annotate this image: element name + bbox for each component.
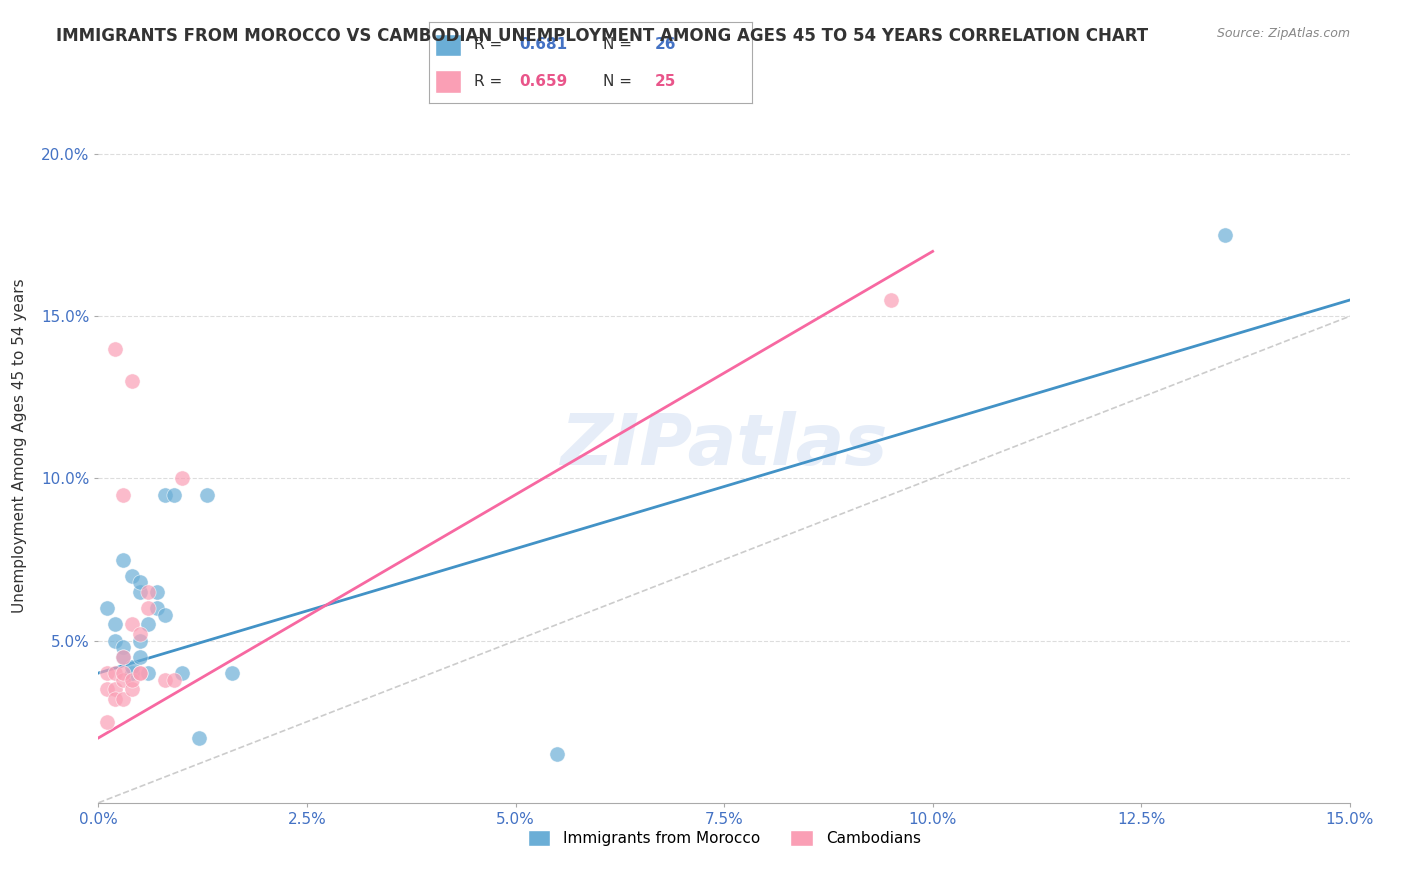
- Text: IMMIGRANTS FROM MOROCCO VS CAMBODIAN UNEMPLOYMENT AMONG AGES 45 TO 54 YEARS CORR: IMMIGRANTS FROM MOROCCO VS CAMBODIAN UNE…: [56, 27, 1149, 45]
- Point: [138, 601, 160, 615]
- Point: [146, 585, 169, 599]
- Point: [104, 342, 127, 356]
- Text: 0.681: 0.681: [519, 37, 568, 53]
- Text: N =: N =: [603, 74, 637, 89]
- Text: N =: N =: [603, 37, 637, 53]
- Point: [170, 666, 193, 681]
- Point: [153, 607, 176, 622]
- Y-axis label: Unemployment Among Ages 45 to 54 years: Unemployment Among Ages 45 to 54 years: [13, 278, 27, 614]
- Point: [129, 585, 152, 599]
- Point: [187, 731, 209, 745]
- Text: Source: ZipAtlas.com: Source: ZipAtlas.com: [1216, 27, 1350, 40]
- Point: [129, 627, 152, 641]
- Point: [96, 666, 118, 681]
- Point: [121, 666, 143, 681]
- Point: [104, 666, 127, 681]
- Point: [138, 585, 160, 599]
- Point: [138, 617, 160, 632]
- Point: [112, 649, 135, 664]
- Text: ZIPatlas: ZIPatlas: [561, 411, 887, 481]
- Text: 0.659: 0.659: [519, 74, 568, 89]
- Point: [546, 747, 568, 761]
- Point: [96, 714, 118, 729]
- Point: [121, 568, 143, 582]
- Point: [129, 575, 152, 590]
- Point: [1213, 228, 1236, 243]
- Point: [146, 601, 169, 615]
- Point: [880, 293, 903, 307]
- Point: [170, 471, 193, 485]
- Text: R =: R =: [474, 74, 508, 89]
- Point: [121, 673, 143, 687]
- Text: R =: R =: [474, 37, 508, 53]
- Point: [138, 666, 160, 681]
- Point: [129, 633, 152, 648]
- FancyBboxPatch shape: [436, 34, 461, 56]
- Text: 25: 25: [655, 74, 676, 89]
- Point: [162, 673, 184, 687]
- Point: [112, 692, 135, 706]
- Point: [162, 488, 184, 502]
- Point: [112, 666, 135, 681]
- Text: 26: 26: [655, 37, 676, 53]
- Point: [96, 682, 118, 697]
- Point: [129, 666, 152, 681]
- FancyBboxPatch shape: [436, 70, 461, 93]
- Point: [153, 488, 176, 502]
- Point: [112, 488, 135, 502]
- Point: [104, 682, 127, 697]
- Point: [112, 673, 135, 687]
- Point: [112, 552, 135, 566]
- Point: [129, 649, 152, 664]
- Point: [195, 488, 218, 502]
- Point: [104, 633, 127, 648]
- Point: [221, 666, 243, 681]
- Point: [112, 640, 135, 654]
- Point: [121, 682, 143, 697]
- Point: [121, 617, 143, 632]
- Point: [96, 601, 118, 615]
- Legend: Immigrants from Morocco, Cambodians: Immigrants from Morocco, Cambodians: [522, 824, 927, 852]
- Point: [112, 649, 135, 664]
- Point: [153, 673, 176, 687]
- Point: [121, 659, 143, 673]
- Point: [104, 692, 127, 706]
- Point: [129, 666, 152, 681]
- Point: [121, 374, 143, 388]
- Point: [104, 617, 127, 632]
